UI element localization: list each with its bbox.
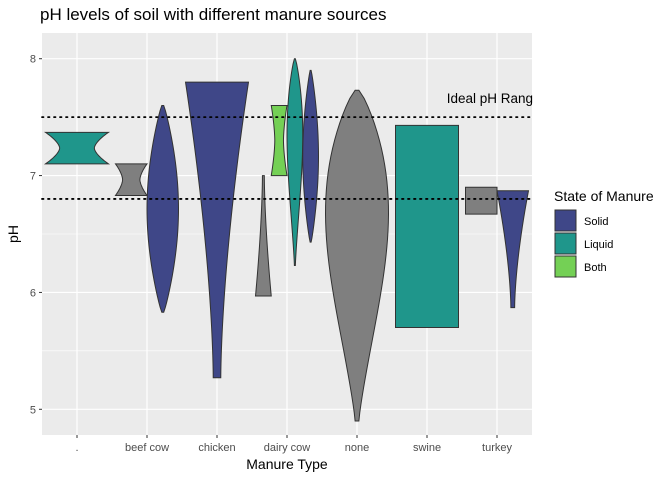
violin-dairy-cow-na [254,175,272,297]
violin-beef-cow-na [114,163,148,196]
violin-beef-cow-solid [146,104,180,313]
legend-label-both: Both [584,262,607,274]
violin-dairy-cow-liquid [286,58,304,267]
x-tick-label: chicken [198,442,235,454]
legend-key-liquid [554,232,577,255]
violin-turkey-solid [496,190,530,309]
x-tick-label: . [75,442,78,454]
legend-key-both [554,255,577,278]
x-tick-label: turkey [482,442,512,454]
y-tick-label: 5 [30,404,36,416]
x-tick-label: none [345,442,369,454]
x-tick-label: dairy cow [264,442,311,454]
violin-turkey-na [465,186,498,215]
legend-label-liquid: Liquid [584,239,613,251]
violin-chicken-solid [184,81,250,379]
x-axis-label: Manure Type [246,456,328,472]
violin--liquid [43,131,111,165]
x-tick-label: beef cow [125,442,169,454]
y-tick-label: 8 [30,54,36,66]
y-tick-label: 6 [30,287,36,299]
x-tick-label: swine [413,442,441,454]
y-axis-label: pH [5,225,21,243]
violin-layer [43,58,530,422]
legend-entries: Solid Liquid Both [554,209,613,278]
chart-title: pH levels of soil with different manure … [40,5,386,24]
violin-none-na [324,89,390,422]
y-axis-ticks: 5 6 7 8 [30,54,42,416]
legend-key-solid [554,209,577,232]
x-axis-ticks: . beef cow chicken dairy cow none swine turkey [75,435,512,454]
reference-lines [41,116,533,200]
violin-swine-liquid [395,124,459,328]
y-tick-label: 7 [30,171,36,183]
legend: State of Manure Solid Liquid Both [554,188,654,278]
legend-title: State of Manure [554,188,654,204]
ideal-ph-annotation: Ideal pH Rang [447,91,533,106]
violin-dairy-cow-both [270,104,288,177]
legend-label-solid: Solid [584,216,608,228]
